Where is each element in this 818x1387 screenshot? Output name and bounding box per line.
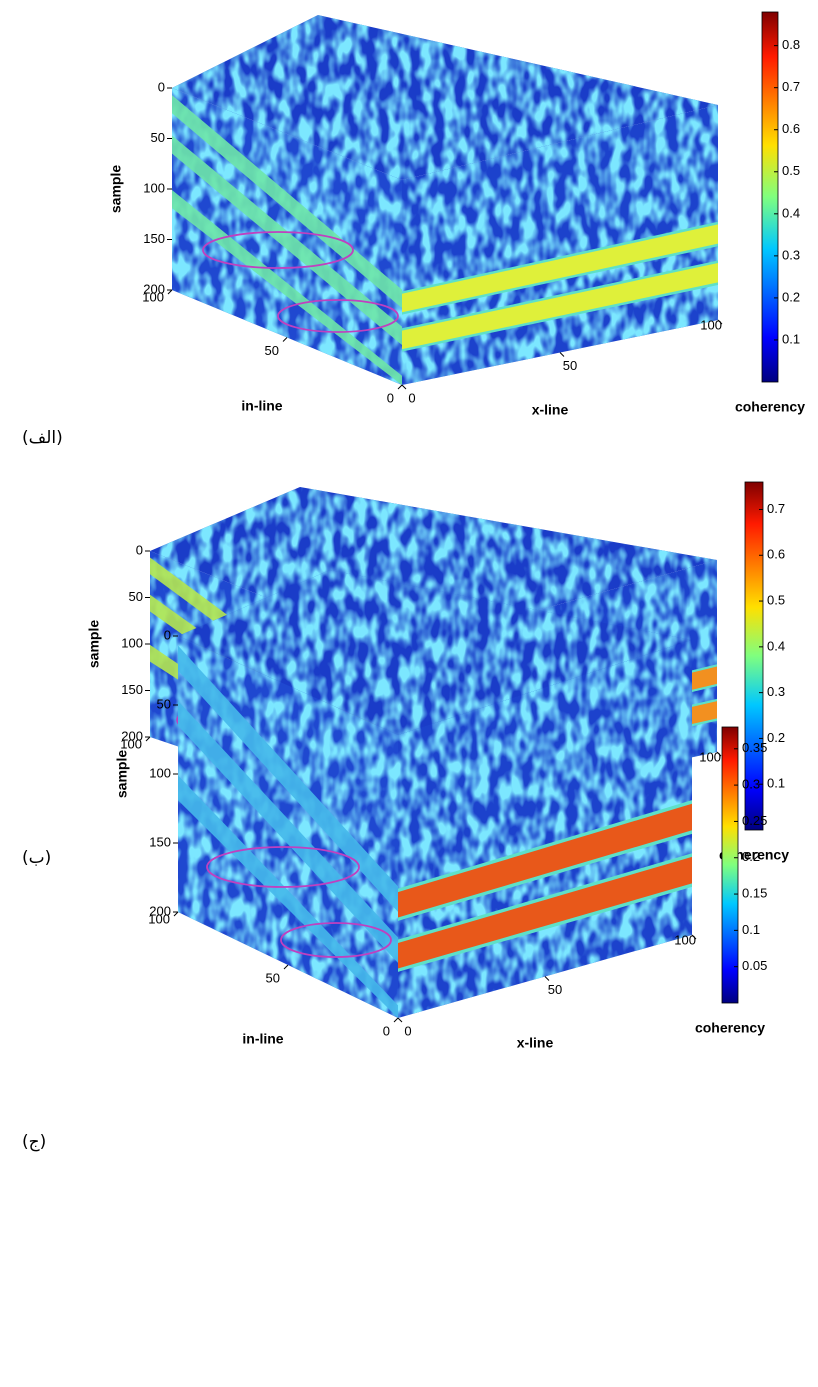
xline-tick-label: 50	[548, 982, 562, 997]
panel-label: (ب)	[22, 848, 51, 868]
highlight-ellipse	[280, 922, 392, 958]
sample-tick-label: 200	[143, 281, 165, 296]
layer-band	[402, 224, 718, 313]
cube-texture	[172, 15, 718, 180]
colorbar-tick-label: 0.6	[782, 121, 800, 136]
colorbar-tick-label: 0.1	[767, 776, 785, 791]
sample-tick-label: 50	[151, 130, 165, 145]
colorbar-tick-label: 0.5	[767, 592, 785, 607]
inline-tick-label: 0	[387, 390, 394, 405]
xline-tick-label: 100	[700, 317, 722, 332]
sample-tick-label: 0	[158, 79, 165, 94]
tick-mark	[716, 751, 722, 757]
colorbar-tick-label: 0.6	[767, 547, 785, 562]
inline-tick-label: 50	[266, 970, 280, 985]
axis-label: in-line	[242, 1031, 283, 1047]
tick-mark	[717, 319, 723, 325]
sample-tick-label: 0	[164, 627, 171, 642]
tick-mark	[282, 337, 288, 342]
xline-tick-label: 0	[408, 390, 415, 405]
xline-tick-label: 50	[563, 358, 577, 373]
xline-tick-label: 100	[699, 749, 721, 764]
inline-tick-label: 100	[148, 911, 170, 926]
sample-tick-label: 200	[149, 903, 171, 918]
layer-band	[398, 803, 692, 918]
tick-mark	[173, 911, 179, 917]
highlight-ellipse	[206, 846, 360, 888]
axis-label: sample	[108, 165, 124, 213]
sample-tick-label: 100	[121, 635, 143, 650]
colorbar-tick-label: 0.4	[782, 205, 800, 220]
inline-tick-label: 100	[120, 736, 142, 751]
inline-tick-label: 50	[265, 343, 279, 358]
colorbar-tick-label: 0.8	[782, 37, 800, 52]
tick-mark	[397, 384, 403, 390]
tick-mark	[397, 1017, 403, 1023]
colorbar-tick-label: 0.3	[782, 247, 800, 262]
sample-tick-label: 150	[149, 834, 171, 849]
panel-label: (ج)	[22, 1132, 46, 1152]
colorbar-tick-label: 0.2	[767, 730, 785, 745]
colorbar-tick-label: 0.35	[742, 740, 767, 755]
cube-texture	[178, 570, 692, 735]
colorbar-tick-label: 0.2	[782, 289, 800, 304]
sample-tick-label: 100	[143, 180, 165, 195]
tick-mark	[544, 976, 550, 981]
colorbar-tick-label: 0.15	[742, 885, 767, 900]
colorbar-tick-label: 0.7	[782, 79, 800, 94]
axis-label: sample	[86, 620, 102, 668]
colorbar-tick-label: 0.05	[742, 958, 767, 973]
sample-tick-label: 100	[149, 765, 171, 780]
sample-tick-label: 0	[136, 542, 143, 557]
colorbar-tick-label: 0.2	[742, 849, 760, 864]
axis-label: sample	[114, 750, 130, 798]
tick-mark	[401, 384, 407, 390]
axis-label: x-line	[517, 1035, 554, 1051]
panel-label: (الف)	[22, 428, 63, 448]
tick-mark	[167, 289, 173, 295]
tick-mark	[283, 964, 289, 970]
colorbar-tick-label: 0.5	[782, 163, 800, 178]
layer-band	[402, 263, 718, 350]
tick-mark	[393, 1017, 399, 1023]
axis-label: x-line	[532, 402, 569, 418]
xline-tick-label: 0	[404, 1023, 411, 1038]
fault-band	[172, 135, 402, 346]
fault-band	[172, 190, 402, 385]
colorbar-tick-label: 0.1	[742, 922, 760, 937]
colorbar	[721, 726, 739, 1004]
fault-band	[172, 95, 402, 309]
colorbar-tick-label: 0.3	[742, 777, 760, 792]
colorbar-label: coherency	[735, 399, 805, 415]
tick-mark	[559, 352, 565, 357]
colorbar	[744, 481, 764, 831]
highlight-ellipse	[277, 299, 399, 333]
colorbar-tick-label: 0.3	[767, 684, 785, 699]
colorbar	[761, 11, 779, 383]
highlight-ellipse	[202, 231, 354, 269]
colorbar-label: coherency	[695, 1020, 765, 1036]
fault-band	[178, 700, 398, 963]
fault-band	[178, 645, 398, 912]
layer-band	[398, 856, 692, 969]
sample-tick-label: 150	[143, 231, 165, 246]
xline-tick-label: 100	[674, 932, 696, 947]
sample-tick-label: 150	[121, 682, 143, 697]
inline-tick-label: 0	[383, 1023, 390, 1038]
axis-label: in-line	[241, 398, 282, 414]
sample-tick-label: 200	[121, 728, 143, 743]
colorbar-tick-label: 0.1	[782, 331, 800, 346]
tick-mark	[145, 736, 151, 742]
sample-tick-label: 50	[157, 696, 171, 711]
colorbar-tick-label: 0.25	[742, 813, 767, 828]
colorbar-tick-label: 0.7	[767, 501, 785, 516]
colorbar-tick-label: 0.4	[767, 638, 785, 653]
cube-texture	[150, 487, 717, 650]
sample-tick-label: 50	[129, 589, 143, 604]
tick-mark	[691, 934, 697, 940]
inline-tick-label: 100	[142, 289, 164, 304]
